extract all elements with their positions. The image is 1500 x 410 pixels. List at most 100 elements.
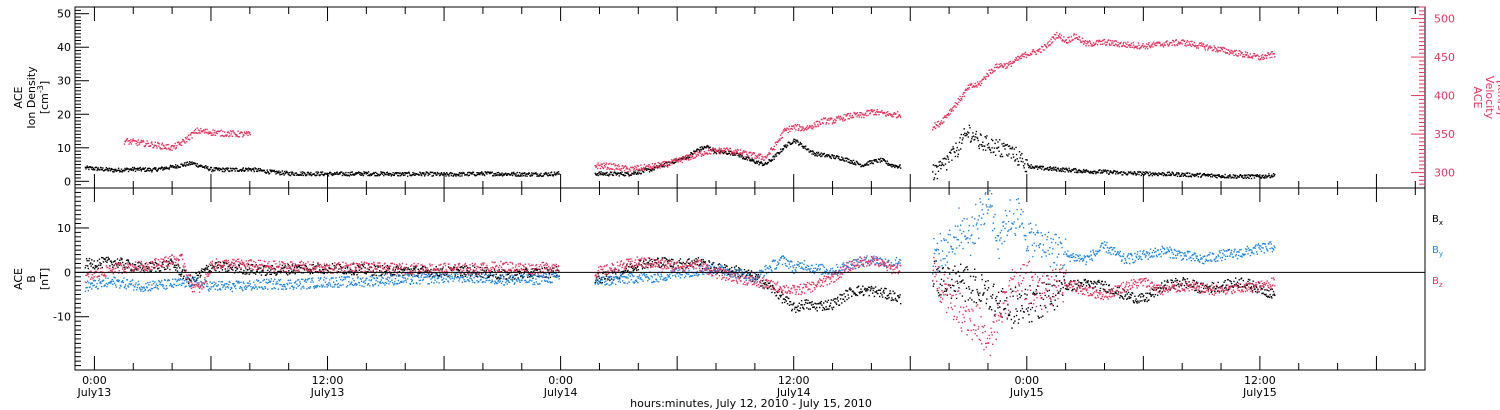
data-point-bx [453,266,455,269]
data-point-velocity [1263,57,1265,60]
data-point-velocity [1129,44,1131,46]
data-point-bx [1086,280,1088,282]
data-point-density [1233,174,1236,176]
data-point-density [999,139,1001,141]
data-point-density [830,155,832,158]
data-point-velocity [794,123,796,126]
data-point-bx [895,299,898,301]
data-point-density [126,167,128,169]
data-point-bx [140,262,142,264]
data-point-bx [1124,294,1127,296]
data-point-velocity [839,115,842,118]
data-point-density [148,170,151,172]
data-point-bx [436,273,438,275]
data-point-bx [171,260,173,262]
data-point-density [948,161,950,163]
data-point-bx [796,309,799,311]
data-point-velocity [198,130,201,132]
data-point-density [505,173,507,175]
data-point-bx [853,293,855,295]
data-point-velocity [862,114,865,116]
data-point-bx [386,264,388,267]
data-point-bx [641,268,644,270]
data-point-velocity [1237,52,1240,55]
data-point-velocity [788,128,790,130]
data-point-velocity [782,131,784,134]
data-point-density [194,162,197,165]
data-point-velocity [1016,59,1018,61]
data-point-bx [467,266,469,269]
data-point-density [1004,148,1006,150]
data-point-bx [94,268,96,270]
data-point-bx [965,266,967,269]
data-point-density [838,156,840,158]
data-point-velocity [225,135,228,137]
data-point-density [1215,176,1217,178]
data-point-velocity [768,151,770,154]
data-point-velocity [990,72,992,75]
data-point-velocity [131,141,133,143]
data-point-density [265,172,268,174]
data-point-bx [90,265,92,267]
data-point-density [961,142,963,144]
data-point-density [471,173,473,175]
data-point-bx [331,263,334,265]
data-point-density [729,150,731,153]
data-point-velocity [979,84,982,87]
data-point-velocity [721,150,723,152]
data-point-velocity [1251,55,1253,58]
data-point-density [640,172,642,175]
data-point-density [556,171,559,173]
data-point-density [266,169,268,171]
data-point-velocity [1251,57,1254,59]
data-point-velocity [1230,49,1232,52]
data-point-velocity [892,116,894,118]
data-point-bx [189,279,191,281]
data-point-density [518,175,520,177]
data-point-bx [629,263,631,265]
data-point-velocity [1193,44,1195,47]
data-point-velocity [714,147,716,150]
data-point-density [1095,172,1097,175]
data-point-bx [825,308,828,311]
data-point-density [1219,176,1222,178]
data-point-bx [1011,327,1013,329]
data-point-density [1206,174,1208,177]
data-point-density [189,161,191,163]
data-point-velocity [1126,43,1128,45]
data-point-bx [101,266,103,269]
data-point-bx [837,300,839,302]
data-point-bx [1053,309,1056,311]
data-point-bx [108,258,110,260]
data-point-velocity [1007,64,1010,66]
data-point-velocity [636,164,638,167]
data-point-bx [166,267,169,269]
data-point-bx [1139,300,1141,302]
data-point-bx [1145,292,1147,295]
data-point-density [154,168,156,170]
data-point-velocity [798,128,800,130]
data-point-velocity [1241,52,1243,54]
data-point-bx [888,292,891,295]
data-point-density [672,161,674,163]
data-point-density [722,151,724,154]
data-point-velocity [1235,53,1237,55]
data-point-velocity [732,151,734,153]
data-point-density [619,172,621,175]
data-point-bx [120,257,122,259]
data-point-density [889,164,891,166]
data-point-bx [419,268,422,270]
data-point-bx [98,264,100,266]
data-point-density [874,160,876,162]
data-point-density [1085,169,1088,171]
data-point-density [545,172,547,174]
data-point-velocity [700,150,702,153]
data-point-density [467,172,469,174]
data-point-velocity [778,140,780,142]
data-point-velocity [1224,51,1226,53]
data-point-velocity [150,142,152,144]
data-point-velocity [770,147,772,149]
data-point-bx [887,294,890,296]
data-point-bx [441,267,444,270]
data-point-bx [605,275,608,277]
